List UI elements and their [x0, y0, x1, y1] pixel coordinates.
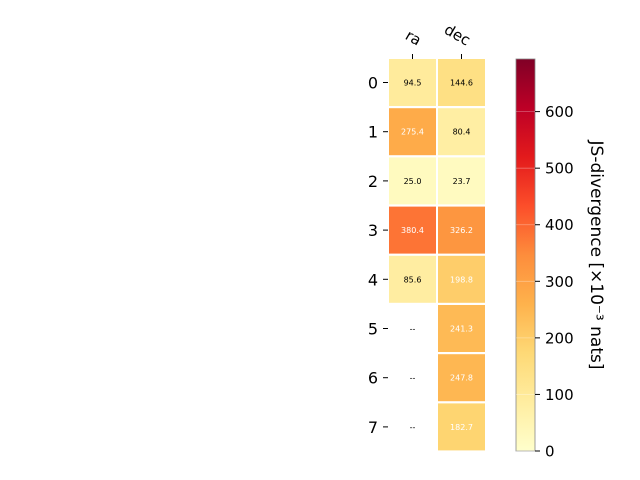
- colorbar-tick-label: 500: [545, 160, 574, 178]
- heatmap-cell: [438, 403, 485, 451]
- heatmap-cell: [438, 255, 485, 303]
- cell-value-label: 241.3: [450, 325, 473, 334]
- row-label-3: 3: [368, 221, 378, 240]
- row-label-2: 2: [368, 172, 378, 191]
- heatmap-cell: [438, 108, 485, 156]
- cell-value-label: 247.8: [450, 374, 473, 383]
- colorbar-tick-label: 0: [545, 443, 555, 461]
- row-label-0: 0: [368, 74, 378, 93]
- cell-value-label: 326.2: [450, 226, 473, 235]
- heatmap-cell: [438, 206, 485, 254]
- column-label-ra: ra: [402, 26, 424, 49]
- colorbar-ticks: 0 100 200 300 400 500 600: [516, 103, 574, 461]
- row-label-6: 6: [368, 369, 378, 388]
- column-labels: ra dec: [402, 20, 474, 59]
- colorbar: 0 100 200 300 400 500 600 JS-divergence [×10⁻³…: [515, 58, 606, 461]
- cell-value-label: 80.4: [453, 128, 471, 137]
- row-label-7: 7: [368, 418, 378, 437]
- heatmap-cell: [389, 59, 436, 106]
- row-label-1: 1: [368, 123, 378, 142]
- row-label-4: 4: [368, 270, 378, 289]
- heatmap-cell: [389, 206, 436, 254]
- cell-value-label: 380.4: [401, 226, 424, 235]
- cell-value-label: 144.6: [450, 79, 473, 88]
- cell-value-label: 85.6: [404, 275, 422, 284]
- row-label-5: 5: [368, 320, 378, 339]
- cell-value-label: 23.7: [453, 177, 471, 186]
- heatmap-cell: [438, 305, 485, 352]
- colorbar-gradient: [515, 58, 536, 452]
- heatmap-cell: [438, 157, 485, 205]
- heatmap-cell: [389, 157, 436, 205]
- colorbar-tick-label: 100: [545, 386, 574, 404]
- cell-value-label: --: [410, 374, 416, 383]
- colorbar-tick-label: 600: [545, 103, 574, 121]
- cell-value-label: 94.5: [404, 79, 422, 88]
- column-label-dec: dec: [441, 20, 473, 49]
- cell-value-label: 25.0: [404, 177, 422, 186]
- colorbar-tick-label: 300: [545, 273, 574, 291]
- heatmap-cell: [389, 108, 436, 156]
- colorbar-tick-label: 200: [545, 329, 574, 347]
- heatmap-cell: [438, 354, 485, 402]
- colorbar-tick-label: 400: [545, 216, 574, 234]
- cell-value-label: --: [410, 423, 416, 432]
- heatmap-cell: [438, 59, 485, 106]
- heatmap-cells: 94.5 144.6 275.4 80.4 25.0 23.7 380.4 326.2 85.6…: [389, 59, 485, 451]
- cell-value-label: 198.8: [450, 275, 473, 284]
- colorbar-label: JS-divergence [×10⁻³ nats]: [586, 140, 606, 370]
- heatmap-cell: [389, 255, 436, 303]
- row-labels: 0 1 2 3 4 5 6 7: [368, 74, 388, 437]
- cell-value-label: 275.4: [401, 128, 424, 137]
- cell-value-label: --: [410, 325, 416, 334]
- cell-value-label: 182.7: [450, 423, 473, 432]
